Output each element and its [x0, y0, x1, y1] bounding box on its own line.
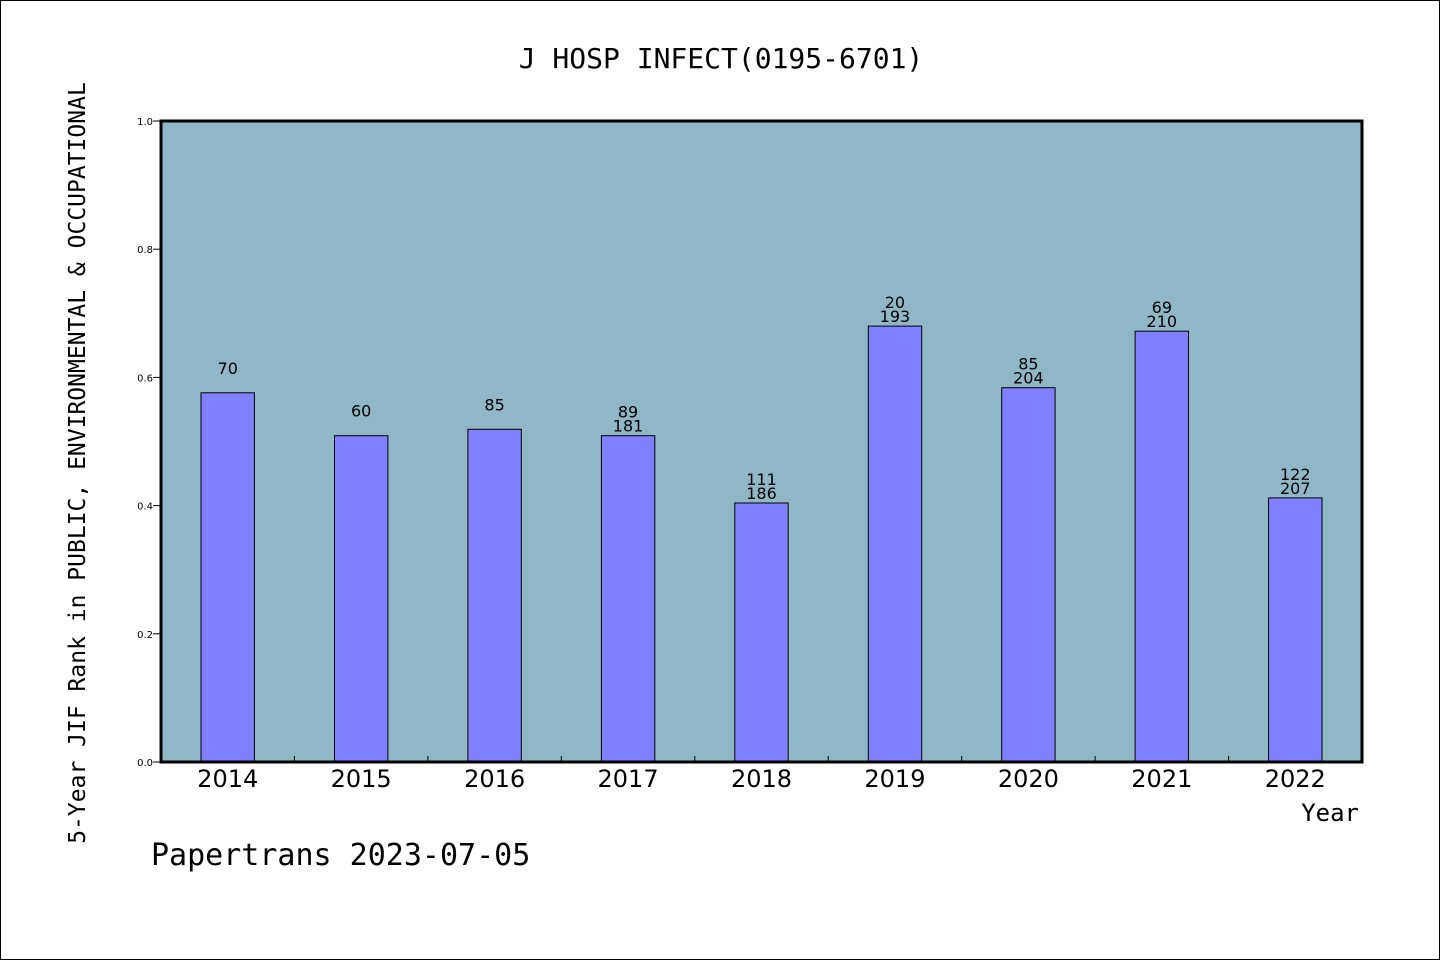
x-axis-label: Year — [1301, 799, 1359, 827]
y-axis-label: 5-Year JIF Rank in PUBLIC, ENVIRONMENTAL… — [65, 82, 91, 844]
bar-rank-label-2018: 111 — [746, 470, 777, 489]
x-tick-label-2014: 2014 — [197, 765, 258, 793]
bar-2020 — [1001, 387, 1056, 763]
bar-total-label-2017: 181 — [613, 417, 644, 436]
bar-rank-label-2014: 70 — [218, 359, 238, 378]
y-tick-label: 0.4 — [137, 502, 153, 513]
bar-2022 — [1268, 497, 1323, 763]
bar-2015 — [334, 435, 389, 763]
footer-credit: Papertrans 2023-07-05 — [151, 838, 530, 873]
bar-total-label-2020: 204 — [1013, 369, 1044, 388]
bar-2017 — [600, 435, 656, 763]
bar-rank-label-2022: 122 — [1280, 465, 1311, 484]
x-tick-label-2021: 2021 — [1131, 765, 1192, 793]
x-tick-label-2022: 2022 — [1265, 765, 1326, 793]
y-tick-label: 0.8 — [137, 245, 153, 256]
y-tick-label: 0.2 — [137, 630, 153, 641]
bar-rank-label-2015: 60 — [351, 402, 371, 421]
ticks-group: 2014 2015 2016 2017 2018 2019 2020 2021 2022 0.0 0… — [137, 117, 1326, 793]
x-tick-label-2016: 2016 — [464, 765, 525, 793]
plot-border — [159, 119, 1364, 764]
x-tick-label-2020: 2020 — [998, 765, 1059, 793]
bar-rank-label-2017: 89 — [618, 403, 638, 422]
x-tick-label-2019: 2019 — [864, 765, 925, 793]
bar-2018 — [734, 502, 789, 763]
bar-rank-label-2016: 85 — [484, 395, 504, 414]
bar-rank-label-2021: 69 — [1152, 298, 1172, 317]
bar-total-label-2021: 210 — [1147, 312, 1178, 331]
y-tick-label: 1.0 — [137, 117, 153, 128]
x-tick-label-2015: 2015 — [331, 765, 392, 793]
bar-2016 — [467, 428, 522, 763]
y-tick-label: 0.0 — [137, 758, 153, 769]
x-tick-label-2018: 2018 — [731, 765, 792, 793]
bar-rank-label-2019: 20 — [885, 293, 905, 312]
chart-title: J HOSP INFECT(0195-6701) — [519, 42, 924, 75]
bar-2014 — [200, 392, 255, 763]
bar-total-label-2019: 193 — [880, 307, 911, 326]
y-tick-label: 0.6 — [137, 373, 153, 384]
bar-2019 — [867, 325, 923, 763]
x-tick-label-2017: 2017 — [598, 765, 659, 793]
bar-rank-label-2020: 85 — [1018, 355, 1038, 374]
bar-total-label-2018: 186 — [746, 484, 777, 503]
bar-total-label-2022: 207 — [1280, 479, 1311, 498]
bar-2021 — [1134, 330, 1189, 763]
